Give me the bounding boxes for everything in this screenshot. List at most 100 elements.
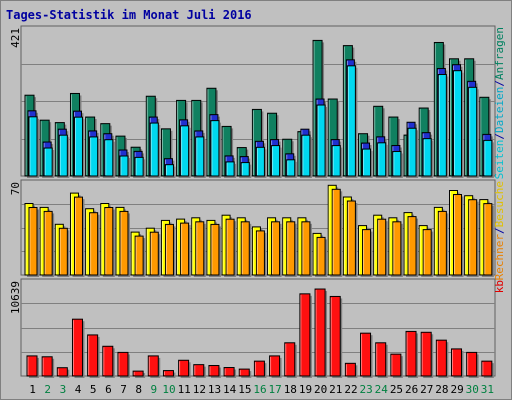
x-tick-label: 18: [284, 383, 297, 396]
bar-kb: [284, 342, 297, 378]
chart-panels: 421Seiten/Dateien/Anfragen70Rechner/Besu…: [9, 25, 506, 378]
bar-seiten: [28, 116, 39, 178]
bar-kb: [132, 370, 146, 378]
legend-entry: Rechner: [493, 234, 506, 281]
legend-entry: Dateien: [493, 87, 506, 133]
x-tick-label: 1: [29, 383, 36, 396]
legend-entry: /: [493, 133, 506, 140]
chart-title: Tages-Statistik im Monat Juli 2016: [6, 8, 252, 22]
x-tick-label: 29: [450, 383, 463, 396]
x-tick-label: 4: [75, 383, 82, 396]
x-tick-label: 2: [44, 383, 51, 396]
bar-kb: [223, 367, 237, 378]
bar-kb: [420, 331, 434, 378]
y-max-label: 70: [9, 182, 22, 195]
bar-kb: [435, 339, 449, 378]
bar-seiten: [362, 148, 373, 178]
bar-kb: [390, 353, 403, 378]
bar-seiten: [149, 122, 161, 178]
bar-seiten: [316, 104, 328, 178]
bar-seiten: [453, 70, 464, 178]
bar-seiten: [437, 73, 449, 178]
bar-kb: [147, 355, 161, 378]
bar-seiten: [225, 161, 237, 178]
legend-entry: /: [493, 227, 506, 234]
bar-rechner: [210, 223, 221, 277]
bar-rechner: [89, 212, 100, 277]
bar-rechner: [362, 229, 373, 277]
bar-seiten: [331, 145, 343, 178]
x-tick-label: 25: [390, 383, 403, 396]
bar-rechner: [286, 221, 297, 277]
bar-rechner: [28, 207, 39, 277]
bar-kb: [238, 368, 252, 378]
legend-entry: Besuche: [493, 181, 506, 227]
bar-seiten: [180, 125, 191, 178]
x-tick-label: 5: [90, 383, 97, 396]
x-tick-label: 14: [223, 383, 237, 396]
bar-kb: [193, 364, 206, 378]
panel-legend: kb: [493, 280, 506, 293]
bar-seiten: [240, 162, 252, 178]
bar-kb: [375, 342, 388, 378]
x-tick-label: 19: [299, 383, 312, 396]
bar-kb: [344, 362, 358, 378]
bar-kb: [117, 351, 130, 378]
bar-rechner: [164, 223, 176, 277]
bar-seiten: [377, 142, 388, 178]
bar-seiten: [73, 116, 85, 178]
x-tick-label: 9: [151, 383, 158, 396]
bar-kb: [71, 318, 85, 378]
bar-rechner: [468, 199, 479, 277]
bar-rechner: [422, 229, 434, 277]
bar-seiten: [119, 155, 130, 178]
bar-seiten: [195, 136, 206, 178]
bar-kb: [360, 332, 373, 378]
bar-seiten: [468, 86, 479, 178]
bar-rechner: [58, 227, 70, 277]
bar-seiten: [104, 139, 115, 178]
bar-kb: [102, 345, 115, 378]
x-tick-label: 13: [208, 383, 221, 396]
x-tick-label: 30: [466, 383, 479, 396]
bar-kb: [41, 356, 55, 378]
x-tick-label: 31: [481, 383, 494, 396]
bar-seiten: [164, 164, 176, 178]
y-max-label: 421: [9, 28, 22, 48]
x-tick-label: 23: [360, 383, 373, 396]
bar-kb: [466, 351, 479, 378]
x-tick-label: 8: [135, 383, 142, 396]
bar-rechner: [195, 221, 206, 277]
bar-rechner: [316, 236, 328, 277]
x-tick-label: 7: [120, 383, 127, 396]
bar-kb: [208, 365, 221, 378]
bar-kb: [269, 355, 282, 378]
bar-rechner: [180, 222, 191, 277]
panel-legend: Rechner/Besuche: [493, 181, 506, 280]
bar-kb: [253, 360, 267, 378]
bar-seiten: [301, 134, 312, 178]
bar-rechner: [346, 200, 358, 277]
panel-bottom: 10639 kb: [9, 278, 506, 378]
legend-entry: /: [493, 80, 506, 87]
x-tick-label: 15: [238, 383, 251, 396]
x-tick-label: 24: [375, 383, 389, 396]
bar-rechner: [134, 235, 146, 277]
bar-kb: [314, 288, 328, 378]
bar-rechner: [43, 210, 55, 277]
bar-kb: [451, 348, 464, 378]
bar-seiten: [346, 65, 358, 178]
bar-rechner: [255, 230, 267, 277]
bar-kb: [299, 293, 312, 378]
bar-kb: [87, 334, 100, 378]
x-tick-label: 22: [344, 383, 357, 396]
bar-seiten: [134, 156, 146, 178]
legend-entry: Anfragen: [493, 27, 506, 80]
bar-rechner: [437, 210, 449, 277]
bar-seiten: [58, 134, 70, 178]
bar-rechner: [453, 194, 464, 277]
bar-rechner: [149, 231, 161, 277]
bar-seiten: [89, 136, 100, 178]
